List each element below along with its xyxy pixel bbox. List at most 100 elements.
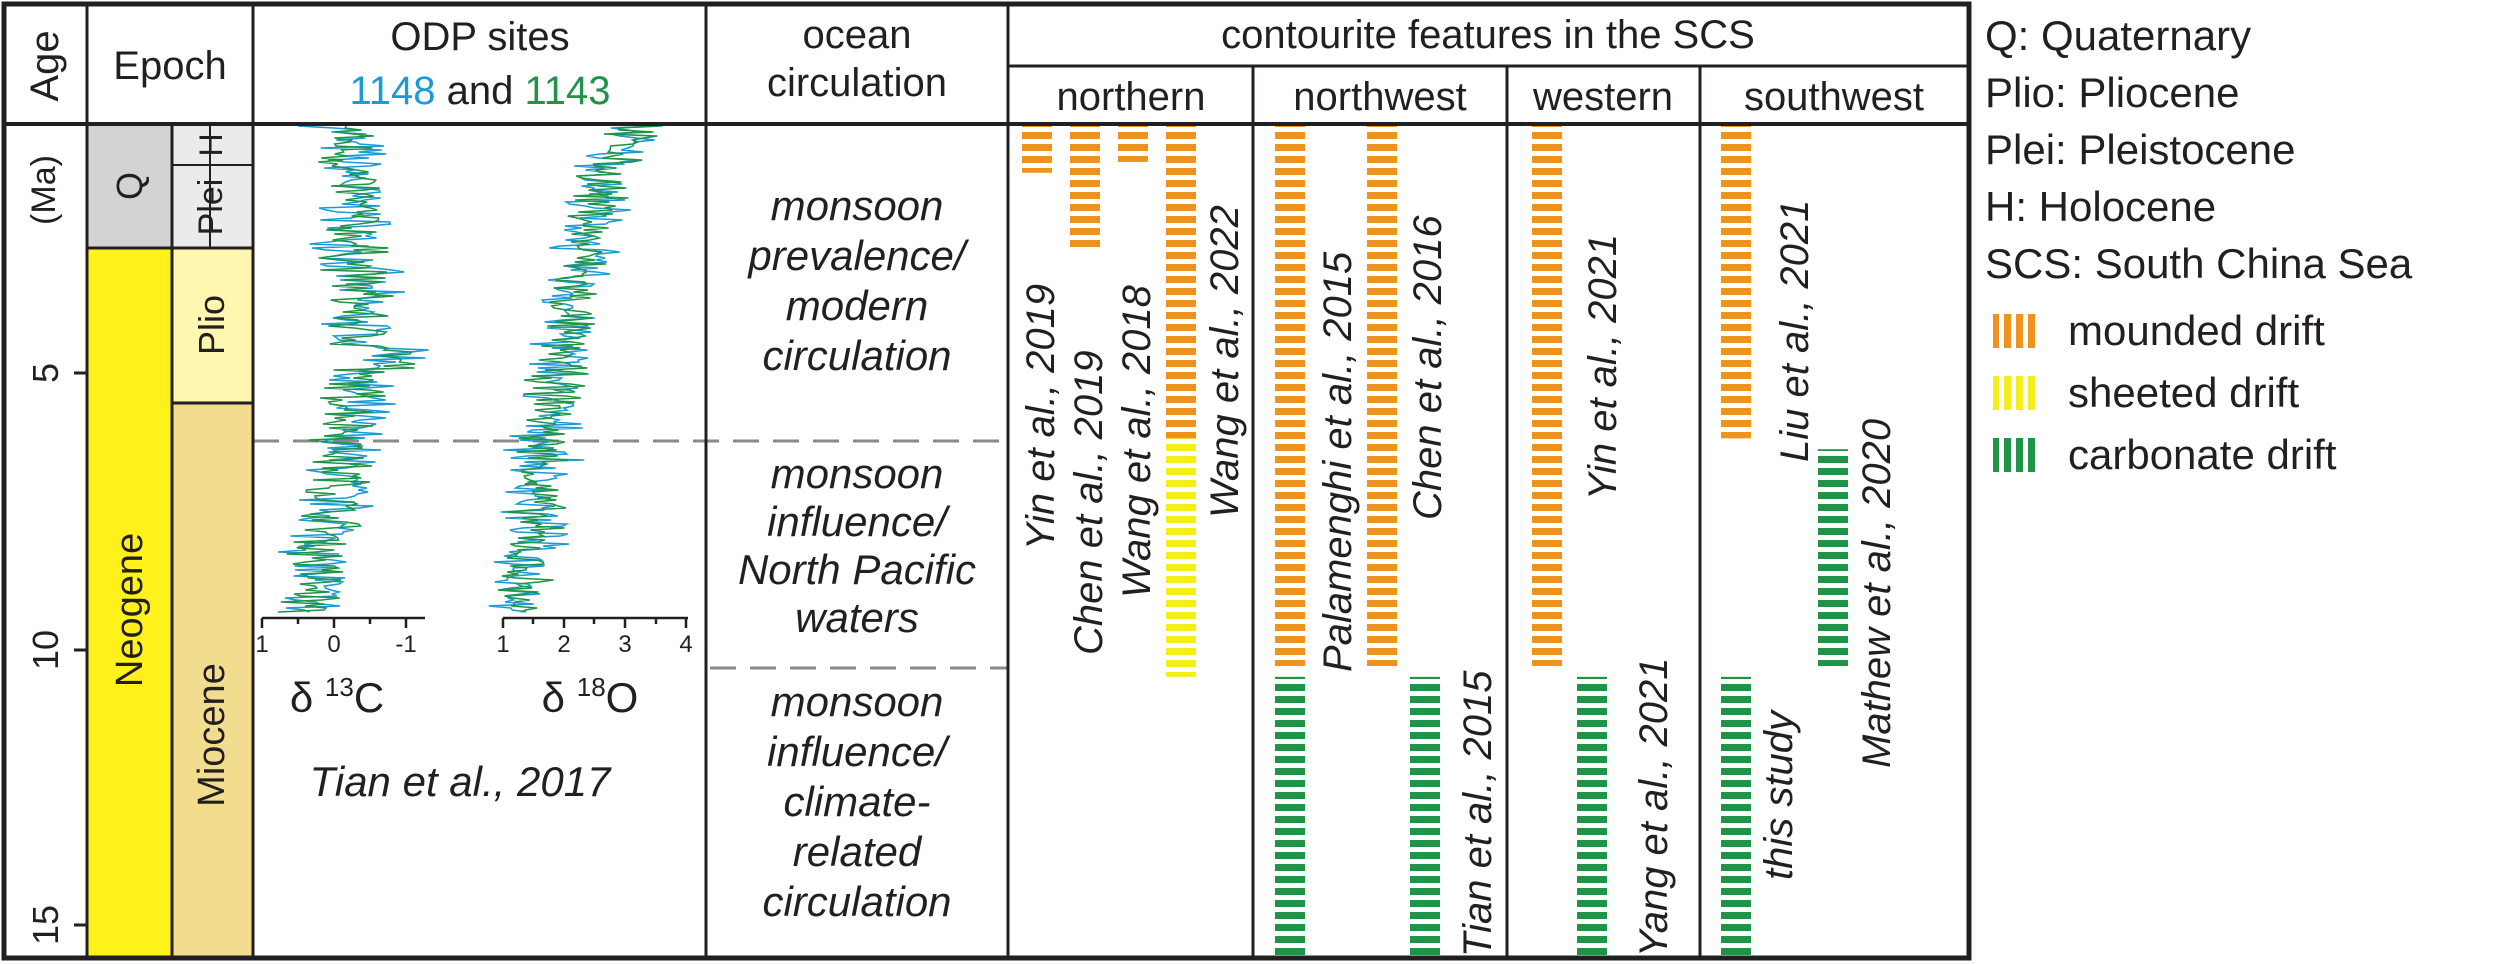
age-tick-10: 10 bbox=[25, 630, 66, 670]
epoch-neogene: Neogene bbox=[109, 533, 151, 687]
citation-yin-2021: Yin et al., 2021 bbox=[1581, 234, 1625, 500]
o18-tick-4: 4 bbox=[679, 631, 692, 658]
drift-bar-southwest-carbonate bbox=[1818, 449, 1848, 666]
drift-bar-northern-sheeted bbox=[1166, 438, 1196, 677]
contourite-title: contourite features in the SCS bbox=[1221, 13, 1755, 57]
circ-1-line-2: prevalence/ bbox=[746, 232, 969, 279]
neogene-band bbox=[87, 248, 172, 958]
o18-label: δ 18O bbox=[542, 672, 639, 721]
ocean-title-1: ocean bbox=[803, 13, 912, 57]
circ-3-line-2: influence/ bbox=[767, 728, 951, 775]
legend-carbonate-label: carbonate drift bbox=[2068, 431, 2337, 478]
circ-3-line-5: circulation bbox=[762, 878, 951, 925]
drift-bars bbox=[1022, 124, 1848, 958]
o18-tick-2: 2 bbox=[557, 631, 570, 658]
circ-2-line-2: influence/ bbox=[767, 498, 951, 545]
drift-bar-northwest-carbonate bbox=[1275, 676, 1305, 958]
pliocene-band bbox=[172, 248, 253, 403]
drift-bar-northern-mounded bbox=[1070, 124, 1100, 249]
age-tick-15: 15 bbox=[25, 905, 66, 945]
circulation-texts: monsoon prevalence/ modern circulation m… bbox=[738, 182, 976, 925]
epoch-header: Epoch bbox=[113, 44, 226, 88]
citation-yang-2021: Yang et al., 2021 bbox=[1632, 658, 1676, 958]
site-1143: 1143 bbox=[525, 69, 611, 113]
legend-abbrev-scs: SCS: South China Sea bbox=[1985, 240, 2413, 287]
circ-2-line-4: waters bbox=[795, 594, 919, 641]
drift-bar-southwest-mounded bbox=[1721, 124, 1751, 439]
circ-3-line-4: related bbox=[793, 828, 923, 875]
citation-tian-2015: Tian et al., 2015 bbox=[1456, 670, 1500, 957]
legend-abbrev-plio: Plio: Pliocene bbox=[1985, 69, 2239, 116]
circ-1-line-1: monsoon bbox=[771, 182, 944, 229]
legend-sheeted-label: sheeted drift bbox=[2068, 369, 2299, 416]
drift-bar-southwest-carbonate bbox=[1721, 676, 1751, 958]
site-1148: 1148 bbox=[349, 69, 435, 113]
drift-bar-northern-mounded bbox=[1118, 124, 1148, 162]
c13-tick-0: 0 bbox=[327, 631, 340, 658]
circ-2-line-3: North Pacific bbox=[738, 546, 976, 593]
legend-swatch-sheeted bbox=[1993, 376, 2037, 410]
citation-yin-2019: Yin et al., 2019 bbox=[1019, 284, 1063, 550]
citation-chen-2019: Chen et al., 2019 bbox=[1067, 350, 1111, 655]
miocene-band bbox=[172, 403, 253, 958]
legend: Q: Quaternary Plio: Pliocene Plei: Pleis… bbox=[1985, 12, 2413, 478]
legend-swatch-carbonate bbox=[1993, 438, 2037, 472]
drift-bar-western-mounded bbox=[1532, 124, 1562, 666]
legend-abbrev-plei: Plei: Pleistocene bbox=[1985, 126, 2296, 173]
drift-bar-northwest-carbonate bbox=[1410, 676, 1440, 958]
region-western: western bbox=[1532, 75, 1673, 119]
odp-title: ODP sites bbox=[390, 15, 569, 59]
c13-label: δ 13C bbox=[290, 672, 384, 721]
drift-bar-northwest-mounded bbox=[1275, 124, 1305, 666]
citation-chen-2016: Chen et al., 2016 bbox=[1406, 215, 1450, 520]
epoch-h: H bbox=[193, 133, 229, 156]
o18-tick-1: 1 bbox=[496, 631, 509, 658]
circ-3-line-3: climate- bbox=[783, 778, 930, 825]
table-frame bbox=[1, 1, 1972, 961]
o18-axis bbox=[501, 616, 688, 628]
odp-sites-line: 1148 and 1143 bbox=[349, 69, 610, 113]
drift-bar-western-carbonate bbox=[1577, 676, 1607, 958]
drift-bar-northwest-mounded bbox=[1367, 124, 1397, 666]
legend-mounded-label: mounded drift bbox=[2068, 307, 2325, 354]
o18-tick-3: 3 bbox=[618, 631, 631, 658]
c13-curve-1143 bbox=[277, 125, 416, 613]
citation-wang-2022: Wang et al., 2022 bbox=[1203, 205, 1247, 518]
o18-curve-1143 bbox=[498, 125, 659, 613]
citation-mathew-2020: Mathew et al., 2020 bbox=[1855, 419, 1899, 768]
citation-palamenghi-2015: Palamenghi et al., 2015 bbox=[1316, 251, 1360, 672]
epoch-plio: Plio bbox=[191, 295, 232, 355]
epoch-miocene: Miocene bbox=[191, 663, 233, 807]
c13-tick-1: 1 bbox=[255, 631, 268, 658]
isotope-curves bbox=[277, 125, 663, 613]
ocean-title-2: circulation bbox=[767, 61, 947, 105]
age-header: Age bbox=[23, 30, 67, 101]
citations: Yin et al., 2019 Chen et al., 2019 Wang … bbox=[1019, 200, 1899, 957]
epoch-q: Q bbox=[109, 172, 150, 200]
legend-swatch-mounded bbox=[1993, 314, 2037, 348]
pleistocene-band bbox=[172, 124, 253, 248]
circ-2-line-1: monsoon bbox=[771, 450, 944, 497]
citation-liu-2021: Liu et al., 2021 bbox=[1773, 200, 1817, 462]
quaternary-band bbox=[87, 124, 172, 248]
age-tick-5: 5 bbox=[25, 363, 66, 383]
isotope-source: Tian et al., 2017 bbox=[310, 758, 612, 805]
drift-bar-northern-mounded bbox=[1022, 124, 1052, 173]
citation-wang-2018: Wang et al., 2018 bbox=[1115, 284, 1159, 598]
citation-this-study: this study bbox=[1757, 708, 1801, 880]
age-unit: (Ma) bbox=[25, 155, 63, 225]
region-southwest: southwest bbox=[1744, 75, 1924, 119]
c13-tick-neg1: -1 bbox=[395, 631, 416, 658]
epoch-plei: Plei bbox=[192, 179, 230, 236]
epoch-column bbox=[87, 124, 253, 958]
region-northwest: northwest bbox=[1293, 75, 1466, 119]
c13-axis bbox=[260, 616, 425, 628]
legend-abbrev-h: H: Holocene bbox=[1985, 183, 2216, 230]
circ-3-line-1: monsoon bbox=[771, 678, 944, 725]
circ-1-line-4: circulation bbox=[762, 332, 951, 379]
drift-bar-northern-mounded bbox=[1166, 124, 1196, 439]
odp-and: and bbox=[447, 69, 514, 113]
circ-1-line-3: modern bbox=[786, 282, 928, 329]
legend-abbrev-q: Q: Quaternary bbox=[1985, 12, 2251, 59]
